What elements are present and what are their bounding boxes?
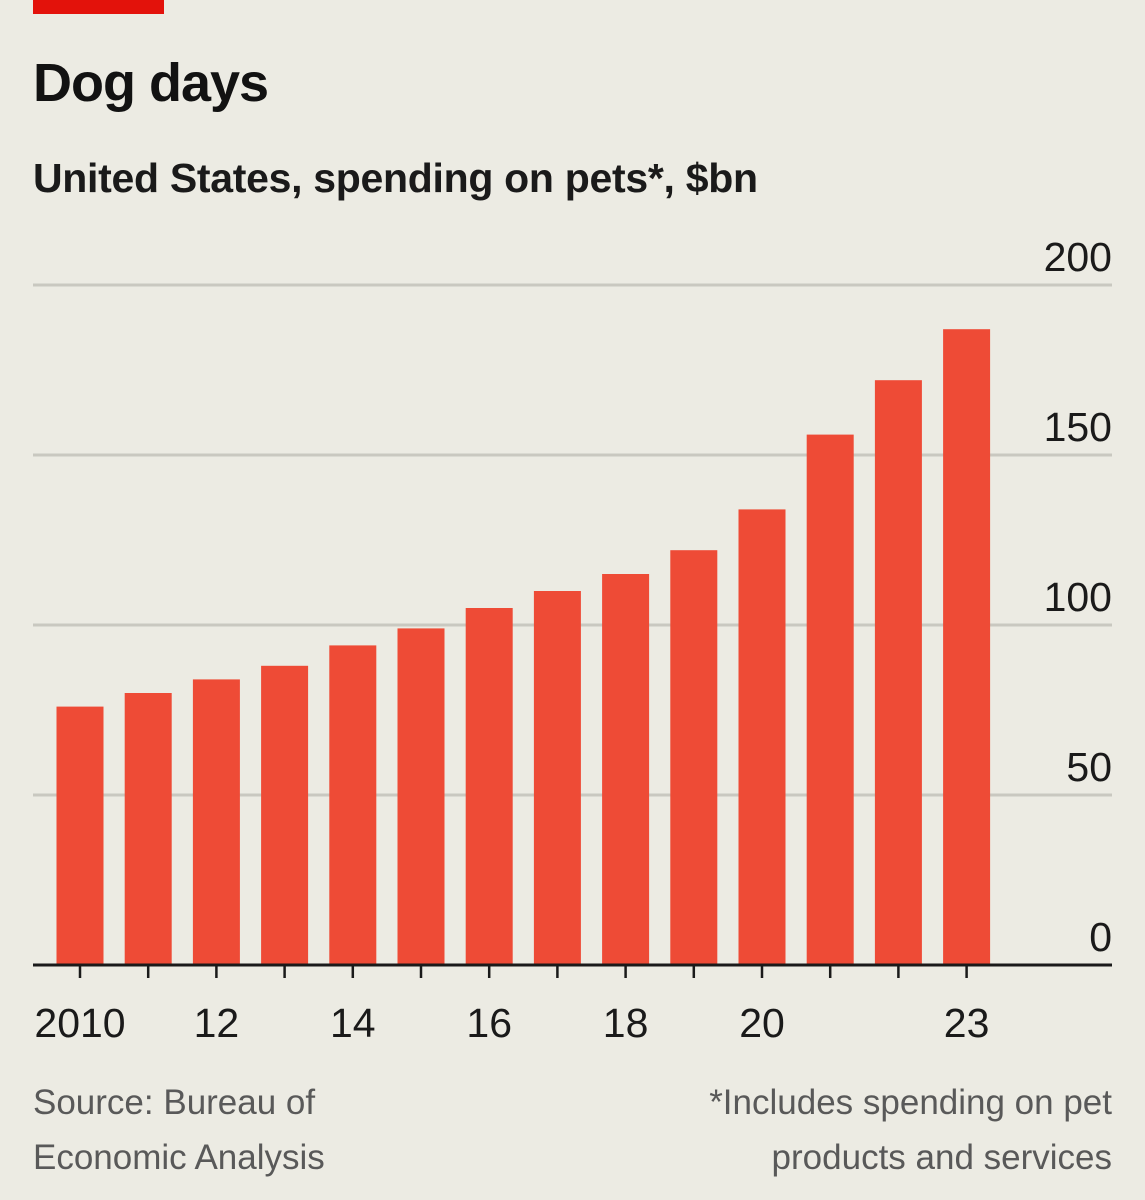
y-tick-label: 150	[1044, 404, 1112, 450]
x-tick-label: 2010	[34, 1000, 125, 1046]
bar-2020	[738, 509, 786, 965]
bar-2011	[124, 693, 172, 965]
bar-2015	[397, 628, 445, 965]
x-tick-label: 18	[603, 1000, 649, 1046]
bar-2010	[56, 706, 104, 965]
x-tick-label: 23	[944, 1000, 990, 1046]
x-tick-label: 20	[739, 1000, 785, 1046]
bar-2018	[602, 574, 650, 965]
brand-tag	[33, 0, 164, 14]
bar-2017	[533, 591, 581, 965]
bar-2014	[329, 645, 377, 965]
x-tick-label: 14	[330, 1000, 376, 1046]
y-tick-label: 100	[1044, 574, 1112, 620]
chart-title: Dog days	[33, 53, 269, 113]
bar-2016	[465, 608, 513, 965]
footnote: *Includes spending on pet products and s…	[709, 1083, 1112, 1177]
bar-2013	[261, 665, 309, 965]
chart-subtitle: United States, spending on pets*, $bn	[33, 155, 758, 201]
y-tick-label: 200	[1044, 234, 1112, 280]
bar-2012	[192, 679, 240, 965]
y-tick-label: 0	[1089, 914, 1112, 960]
y-tick-label: 50	[1066, 744, 1112, 790]
bar-2023	[943, 329, 991, 965]
bar-chart: 0 50 100 150 200 2010 12 14 16 18 20 23	[33, 234, 1112, 1046]
x-tick-label: 12	[194, 1000, 240, 1046]
source-note: Source: Bureau of Economic Analysis	[33, 1083, 325, 1177]
bar-2019	[670, 550, 718, 965]
bar-2021	[806, 434, 854, 966]
bar-2022	[874, 380, 922, 965]
x-tick-label: 16	[466, 1000, 512, 1046]
